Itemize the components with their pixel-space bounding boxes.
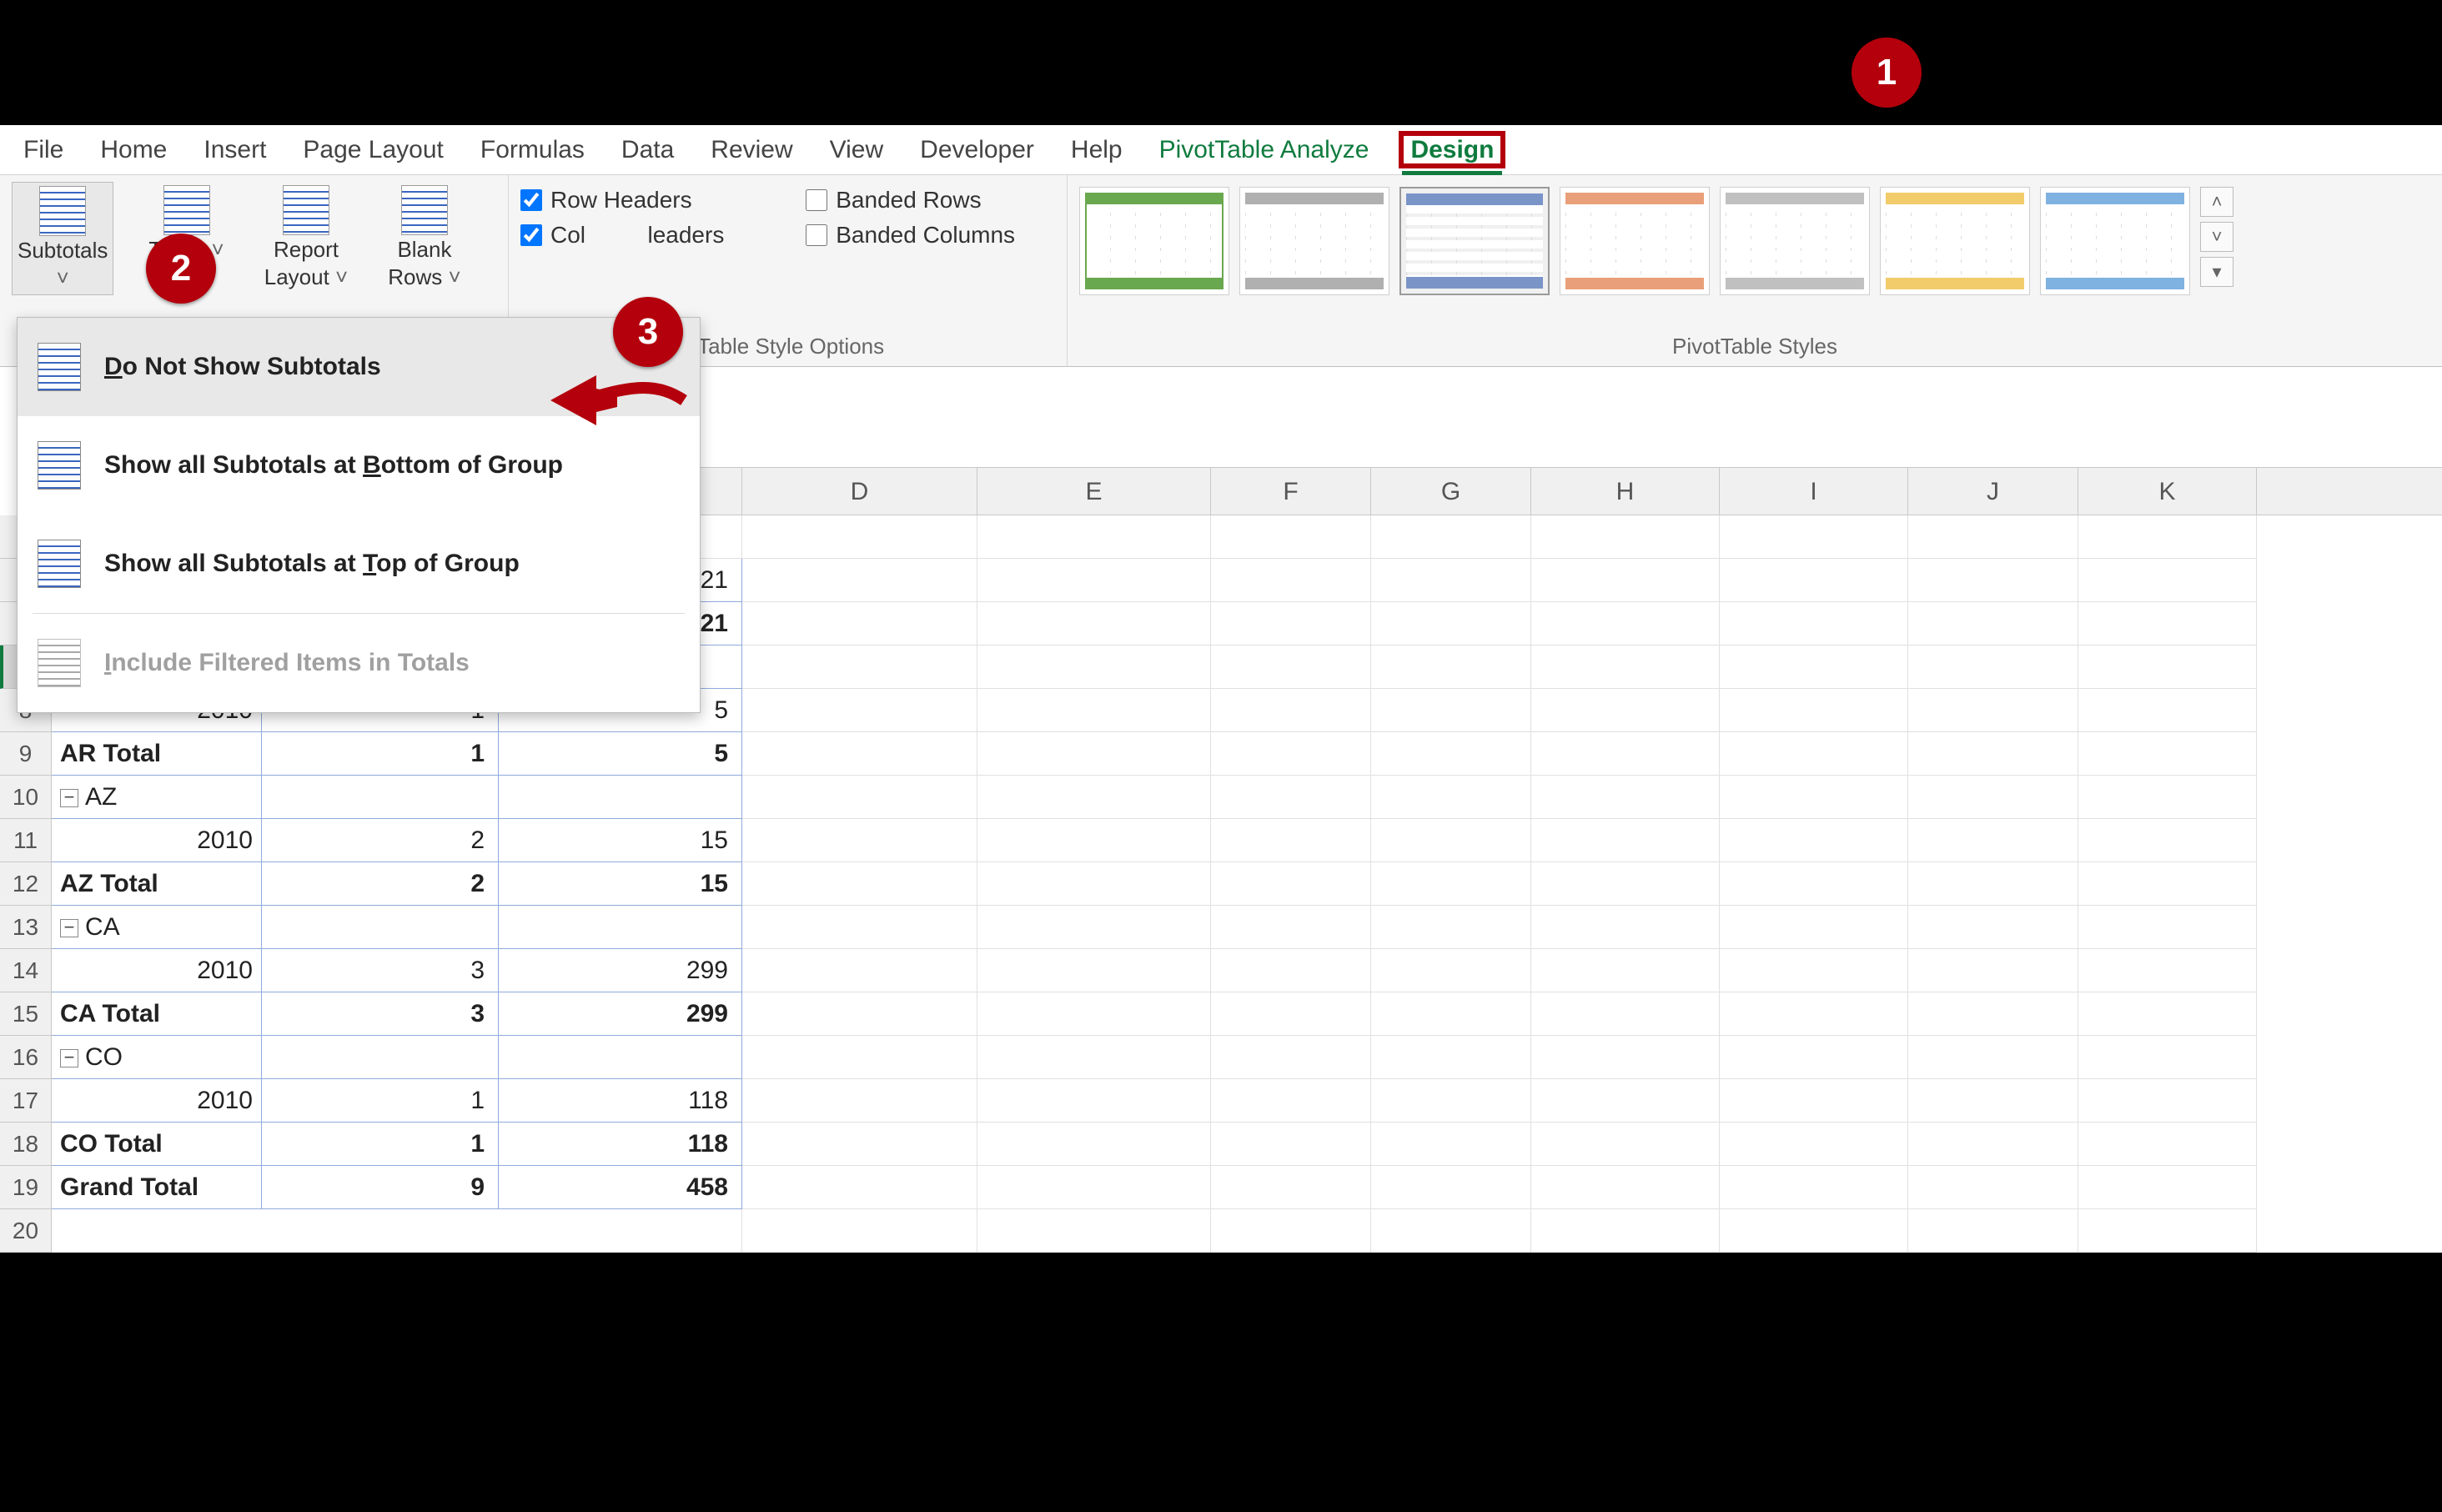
ribbon-tabs: File Home Insert Page Layout Formulas Da… <box>0 125 2442 175</box>
tab-help[interactable]: Help <box>1064 131 1129 169</box>
banded-columns-checkbox[interactable]: Banded Columns <box>806 222 1055 249</box>
callout-2: 2 <box>146 234 216 304</box>
row-header-10[interactable]: 10 <box>0 776 52 819</box>
column-header-E[interactable]: E <box>977 468 1211 515</box>
subtotals-label: Subtotals <box>18 238 108 264</box>
row-header-18[interactable]: 18 <box>0 1123 52 1166</box>
tab-file[interactable]: File <box>17 131 70 169</box>
collapse-icon[interactable]: − <box>60 919 78 937</box>
blank-rows-button[interactable]: Blank Rows <box>383 182 465 294</box>
tab-design[interactable]: Design <box>1399 131 1505 169</box>
report-layout-label-2: Layout <box>264 264 329 289</box>
tab-data[interactable]: Data <box>615 131 681 169</box>
arrow-annotation <box>517 359 701 446</box>
row-header-19[interactable]: 19 <box>0 1166 52 1209</box>
row-header-13[interactable]: 13 <box>0 906 52 949</box>
column-header-J[interactable]: J <box>1908 468 2078 515</box>
callout-1: 1 <box>1852 38 1922 108</box>
column-headers-label-1: Col <box>550 222 585 249</box>
row-headers-checkbox[interactable]: Row Headers <box>520 187 764 213</box>
column-header-I[interactable]: I <box>1720 468 1908 515</box>
pivot-row-label[interactable]: Grand Total <box>52 1166 262 1209</box>
banded-columns-label: Banded Columns <box>836 222 1015 249</box>
blank-rows-label-2: Rows <box>388 264 442 289</box>
styles-gallery-scroll-0[interactable]: ˄ <box>2200 187 2233 217</box>
pivottable-style-swatch-3[interactable] <box>1560 187 1710 295</box>
pivottable-style-swatch-1[interactable] <box>1239 187 1389 295</box>
row-headers-label: Row Headers <box>550 187 692 213</box>
subtotals-icon <box>39 186 86 236</box>
column-header-F[interactable]: F <box>1211 468 1371 515</box>
tab-developer[interactable]: Developer <box>913 131 1041 169</box>
banded-rows-checkbox[interactable]: Banded Rows <box>806 187 1055 213</box>
column-headers-label-2: leaders <box>647 222 724 249</box>
pivottable-style-swatch-0[interactable] <box>1079 187 1229 295</box>
ribbon-group-pivottable-styles: ˄ ˅ ▾ PivotTable Styles <box>1068 175 2442 366</box>
filtered-totals-icon <box>38 639 81 687</box>
pivot-row-label[interactable]: 2010 <box>52 819 262 862</box>
blank-rows-icon <box>401 185 448 235</box>
row-header-12[interactable]: 12 <box>0 862 52 906</box>
report-layout-button[interactable]: Report Layout <box>259 182 354 294</box>
report-layout-label-1: Report <box>274 237 339 263</box>
row-header-15[interactable]: 15 <box>0 992 52 1036</box>
excel-window: File Home Insert Page Layout Formulas Da… <box>0 0 2442 1253</box>
row-header-9[interactable]: 9 <box>0 732 52 776</box>
tab-pivottable-analyze[interactable]: PivotTable Analyze <box>1153 131 1376 169</box>
title-bar-blackout <box>0 0 2442 125</box>
menu-include-filtered-items: Include Filtered Items in Totals <box>18 614 700 712</box>
pivottable-style-swatch-5[interactable] <box>1880 187 2030 295</box>
tab-design-label: Design <box>1399 131 1505 168</box>
callout-3: 3 <box>613 297 683 367</box>
pivottable-style-swatch-4[interactable] <box>1720 187 1870 295</box>
styles-gallery-scroll-2[interactable]: ▾ <box>2200 257 2233 287</box>
pivottable-style-swatch-6[interactable] <box>2040 187 2190 295</box>
chevron-down-icon <box>57 265 69 291</box>
pivot-row-label[interactable]: −AZ <box>52 776 262 819</box>
tab-home[interactable]: Home <box>93 131 173 169</box>
menu-subtotals-top[interactable]: Show all Subtotals at Top of Group <box>18 515 700 613</box>
pivottable-style-swatch-2[interactable] <box>1399 187 1550 295</box>
subtotals-button[interactable]: Subtotals <box>12 182 113 295</box>
pivottable-styles-group-label: PivotTable Styles <box>1079 334 2430 363</box>
row-header-20[interactable]: 20 <box>0 1209 52 1253</box>
column-header-D[interactable]: D <box>742 468 977 515</box>
subtotals-none-icon <box>38 343 81 391</box>
column-header-G[interactable]: G <box>1371 468 1531 515</box>
subtotals-top-icon <box>38 540 81 588</box>
pivot-row-label[interactable]: −CO <box>52 1036 262 1079</box>
blank-rows-label-1: Blank <box>397 237 451 263</box>
pivot-row-label[interactable]: CA Total <box>52 992 262 1036</box>
banded-rows-label: Banded Rows <box>836 187 981 213</box>
row-header-14[interactable]: 14 <box>0 949 52 992</box>
column-header-H[interactable]: H <box>1531 468 1720 515</box>
tab-review[interactable]: Review <box>704 131 799 169</box>
subtotals-bottom-icon <box>38 441 81 490</box>
row-header-16[interactable]: 16 <box>0 1036 52 1079</box>
column-header-K[interactable]: K <box>2078 468 2257 515</box>
column-headers-checkbox[interactable]: Col leaders <box>520 222 764 249</box>
row-header-17[interactable]: 17 <box>0 1079 52 1123</box>
pivot-row-label[interactable]: −CA <box>52 906 262 949</box>
collapse-icon[interactable]: − <box>60 1049 78 1067</box>
tab-insert[interactable]: Insert <box>197 131 273 169</box>
pivot-row-label[interactable]: AZ Total <box>52 862 262 906</box>
report-layout-icon <box>283 185 329 235</box>
row-header-11[interactable]: 11 <box>0 819 52 862</box>
collapse-icon[interactable]: − <box>60 789 78 807</box>
grand-totals-icon <box>163 185 210 235</box>
pivot-row-label[interactable]: AR Total <box>52 732 262 776</box>
tab-view[interactable]: View <box>823 131 890 169</box>
tab-page-layout[interactable]: Page Layout <box>296 131 450 169</box>
styles-gallery-scroll-1[interactable]: ˅ <box>2200 222 2233 252</box>
pivot-row-label[interactable]: 2010 <box>52 949 262 992</box>
tab-formulas[interactable]: Formulas <box>474 131 591 169</box>
pivot-row-label[interactable]: CO Total <box>52 1123 262 1166</box>
pivot-row-label[interactable]: 2010 <box>52 1079 262 1123</box>
